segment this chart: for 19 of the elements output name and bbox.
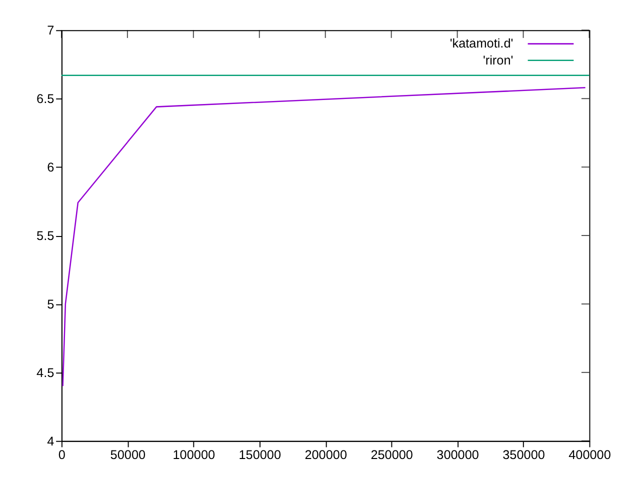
x-tick-label: 250000: [370, 448, 413, 462]
y-tick-label: 7: [47, 24, 54, 38]
y-tick-label: 4: [47, 434, 54, 448]
line-series: [62, 87, 586, 387]
y-tick-label: 6.5: [36, 92, 54, 106]
y-tick-label: 5: [47, 297, 54, 312]
x-tick-label: 100000: [172, 448, 216, 462]
y-tick-label: 4.5: [36, 366, 54, 380]
y-tick-label: 5.5: [36, 228, 54, 243]
legend-label: 'katamoti.d': [450, 36, 514, 51]
x-tick-label: 0: [58, 448, 66, 462]
x-tick-label: 150000: [238, 448, 282, 462]
x-tick-label: 350000: [502, 448, 545, 462]
x-tick-label: 300000: [436, 448, 479, 462]
x-tick-label: 200000: [304, 448, 347, 462]
x-tick-label: 50000: [110, 448, 146, 462]
x-tick-label: 400000: [568, 448, 611, 462]
y-tick-label: 6: [47, 160, 54, 174]
legend-label: 'riron': [482, 53, 514, 68]
